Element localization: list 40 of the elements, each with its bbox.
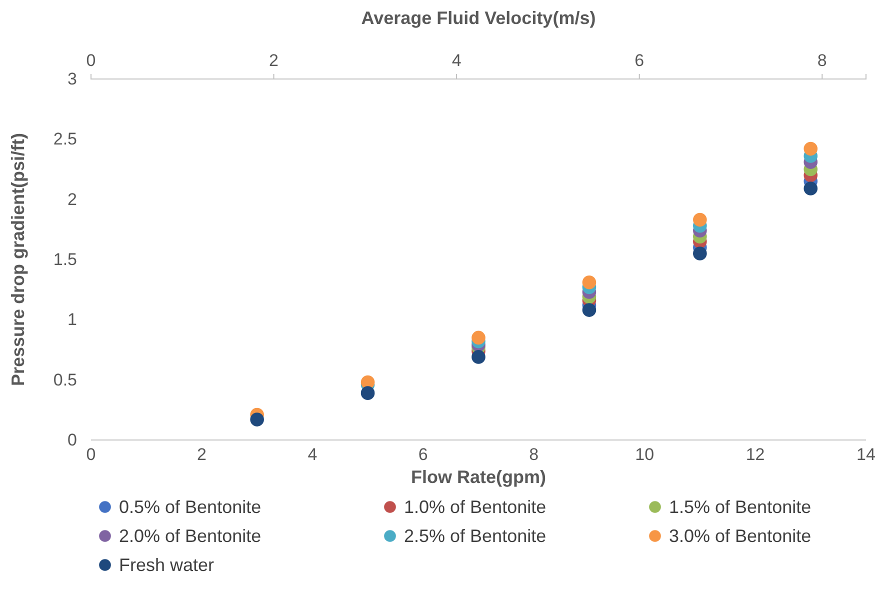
point [472,330,486,345]
legend-label: 1.0% of Bentonite [404,497,546,517]
legend-label: 0.5% of Bentonite [119,497,262,517]
legend-label: 2.0% of Bentonite [119,526,262,546]
x-tick-label: 8 [529,445,539,464]
x2-tick-label: 4 [452,51,462,70]
x-tick-label: 6 [418,445,428,464]
legend-label: 2.5% of Bentonite [404,526,546,546]
x2-tick-label: 0 [86,51,96,70]
legend-label: 1.5% of Bentonite [669,497,812,517]
y-axis-title: Pressure drop gradient(psi/ft) [8,132,28,386]
y-tick-label: 3 [68,69,77,88]
point [693,212,707,227]
point [472,350,486,364]
point [804,142,818,156]
point [693,246,707,260]
x-tick-label: 4 [308,445,318,464]
x-tick-label: 2 [196,445,206,464]
y-tick-label: 0 [68,430,77,450]
x2-tick-label: 8 [817,51,827,70]
point [804,182,818,196]
x2-axis-title: Average Fluid Velocity(m/s) [361,8,596,28]
x-tick-label: 10 [635,445,654,464]
x2-tick-label: 2 [269,51,279,70]
point [582,275,596,290]
y-tick-label: 0.5 [53,370,77,390]
x-tick-label: 12 [746,445,765,464]
point [582,303,596,317]
x-axis-title: Flow Rate(gpm) [411,467,546,487]
point [360,386,375,400]
legend-label: 3.0% of Bentonite [669,526,812,546]
x-tick-label: 0 [86,445,96,464]
y-tick-label: 1.5 [53,250,77,269]
y-tick-label: 1 [68,310,77,330]
y-tick-label: 2 [68,190,77,209]
x-tick-label: 14 [856,445,876,464]
x2-tick-label: 6 [634,51,644,70]
legend-label: Fresh water [119,555,214,575]
point [250,412,264,426]
y-tick-label: 2.5 [53,130,77,149]
